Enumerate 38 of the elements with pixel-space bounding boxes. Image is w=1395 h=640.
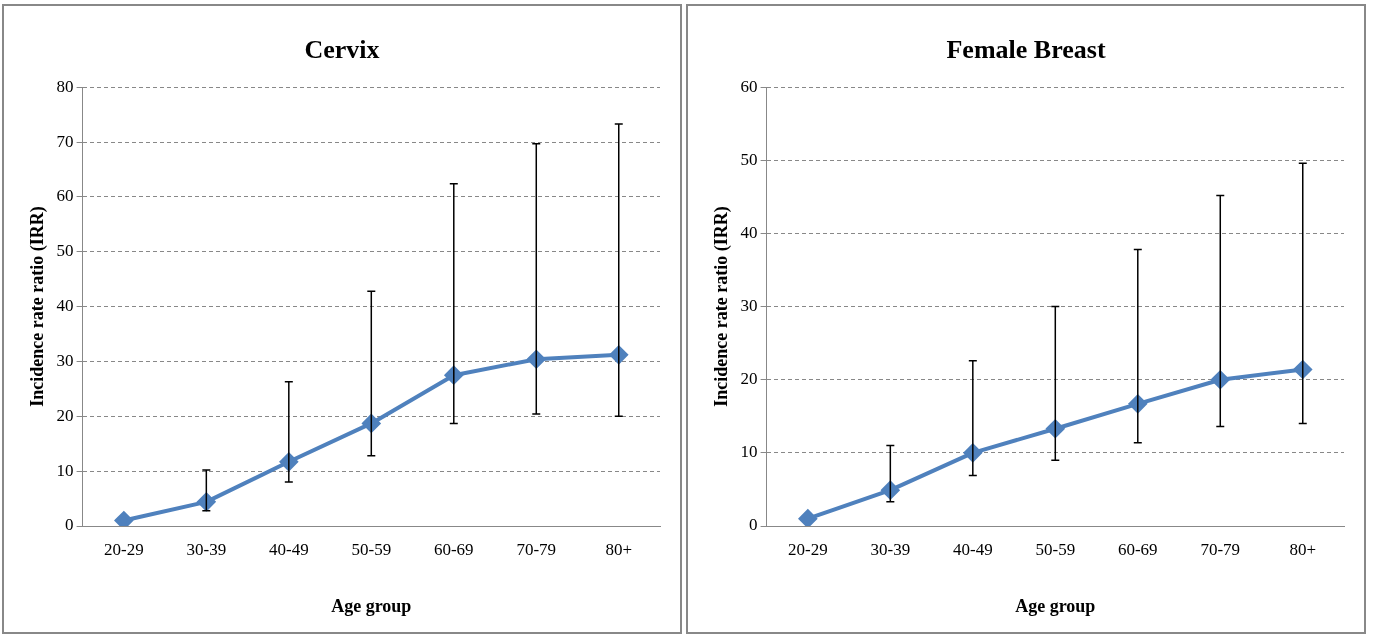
x-tick-label: 50-59 bbox=[1035, 539, 1076, 559]
y-tick-label: 0 bbox=[65, 515, 74, 535]
point bbox=[114, 511, 133, 526]
y-tick-label: 10 bbox=[740, 442, 758, 462]
y-tick-label: 60 bbox=[740, 76, 758, 96]
y-tick-label: 30 bbox=[740, 296, 758, 316]
x-tick-label: 30-39 bbox=[870, 539, 911, 559]
y-tick-label: 0 bbox=[749, 515, 758, 535]
x-tick-label: 30-39 bbox=[186, 539, 227, 559]
y-tick-label: 30 bbox=[56, 350, 74, 370]
x-tick-label: 80+ bbox=[1289, 539, 1317, 559]
x-tick-label: 20-29 bbox=[104, 539, 144, 559]
x-tick-label: 60-69 bbox=[1117, 539, 1158, 559]
y-tick-label: 80 bbox=[56, 76, 74, 96]
y-tick-label: 20 bbox=[740, 369, 758, 389]
y-tick-label: 50 bbox=[56, 241, 74, 261]
x-tick-label: 40-49 bbox=[952, 539, 993, 559]
chart-title: Cervix bbox=[304, 35, 380, 65]
x-axis-title: Age group bbox=[331, 595, 412, 616]
y-tick-label: 40 bbox=[740, 222, 758, 242]
y-axis-title: Incidence rate ratio (IRR) bbox=[711, 206, 733, 407]
x-tick-label: 40-49 bbox=[268, 539, 309, 559]
y-tick-label: 40 bbox=[56, 296, 74, 316]
x-tick-label: 60-69 bbox=[433, 539, 474, 559]
y-axis-title: Incidence rate ratio (IRR) bbox=[27, 206, 49, 407]
chart-title: Female Breast bbox=[946, 35, 1106, 65]
x-tick-label: 80+ bbox=[605, 539, 633, 559]
x-tick-label: 70-79 bbox=[1200, 539, 1241, 559]
y-tick-label: 60 bbox=[56, 186, 74, 206]
y-tick-label: 10 bbox=[56, 460, 74, 480]
x-tick-label: 50-59 bbox=[351, 539, 392, 559]
point bbox=[798, 509, 817, 526]
x-tick-label: 70-79 bbox=[516, 539, 557, 559]
y-tick-label: 50 bbox=[740, 149, 758, 169]
x-tick-label: 20-29 bbox=[788, 539, 828, 559]
y-tick-label: 70 bbox=[56, 131, 74, 151]
y-tick-label: 20 bbox=[56, 405, 74, 425]
x-axis-title: Age group bbox=[1015, 595, 1096, 616]
